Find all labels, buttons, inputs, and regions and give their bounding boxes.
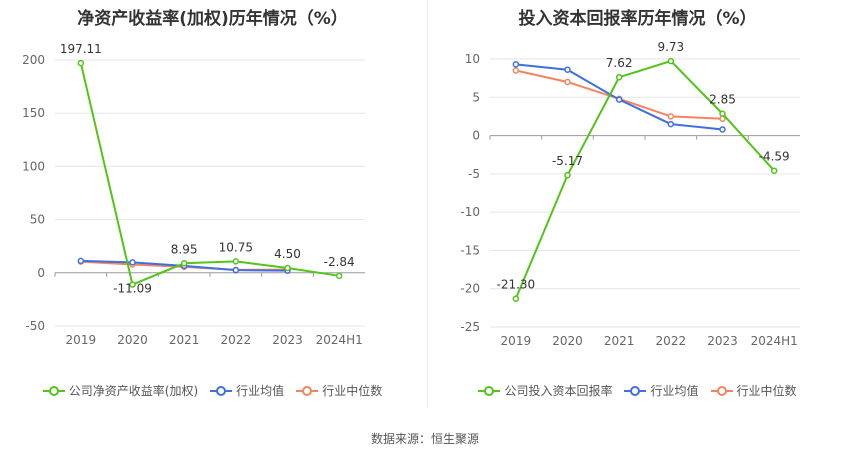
roic-company-point bbox=[512, 295, 520, 302]
legend-swatch-marker bbox=[48, 385, 59, 396]
roe-data-label: 10.75 bbox=[219, 240, 253, 254]
roic-chart-panel: 投入资本回报率历年情况（%） -25 -20 -15 -10 -5 0 5 10 2019 202… bbox=[425, 0, 850, 420]
roe-company-point bbox=[77, 59, 85, 67]
roic-y-tick-label: 5 bbox=[472, 90, 480, 104]
roe-legend-swatch-industry-mean bbox=[210, 385, 233, 396]
roic-chart-legend: 公司投入资本回报率 行业均值 行业中位数 bbox=[425, 382, 850, 399]
roic-y-tick-label: 10 bbox=[465, 52, 480, 66]
roe-x-tick-label: 2022 bbox=[221, 333, 252, 347]
roe-company-point bbox=[335, 272, 343, 280]
roic-x-tick-label: 2020 bbox=[552, 334, 583, 348]
roe-legend-label-industry-median: 行业中位数 bbox=[322, 384, 383, 398]
roic-data-label: 9.73 bbox=[657, 40, 684, 54]
roic-company-line bbox=[514, 59, 775, 300]
roe-industry-mean-point bbox=[77, 257, 85, 265]
roic-legend-item-industry-mean[interactable]: 行业均值 bbox=[624, 382, 699, 399]
data-source-label: 数据来源：恒生聚源 bbox=[370, 432, 479, 446]
roe-y-tick-label: 150 bbox=[22, 106, 45, 120]
roic-y-tick-label: -25 bbox=[460, 320, 480, 334]
roe-company-point bbox=[180, 260, 188, 267]
roe-chart-legend: 公司净资产收益率(加权) 行业均值 行业中位数 bbox=[0, 382, 425, 399]
roe-legend-swatch-industry-median bbox=[296, 385, 319, 396]
roe-data-label: -2.84 bbox=[324, 255, 355, 269]
roic-data-label: 7.62 bbox=[606, 56, 633, 70]
roic-data-label: -21.30 bbox=[496, 278, 535, 292]
roe-company-point bbox=[232, 258, 240, 265]
roic-company-point bbox=[667, 57, 675, 65]
roic-industry-mean-point bbox=[512, 61, 520, 68]
roe-x-tick-label: 2021 bbox=[169, 333, 200, 347]
roe-company-point bbox=[129, 281, 136, 288]
roic-x-tick-label: 2019 bbox=[501, 334, 532, 348]
roe-x-tick-label: 2019 bbox=[66, 333, 97, 347]
roic-y-tick-label: -5 bbox=[468, 167, 480, 181]
roic-company-point bbox=[770, 167, 778, 174]
roe-company-point bbox=[284, 264, 291, 272]
roe-legend-label-industry-mean: 行业均值 bbox=[236, 384, 285, 398]
roic-legend-item-industry-median[interactable]: 行业中位数 bbox=[710, 382, 797, 399]
roic-company-point bbox=[719, 110, 726, 117]
roic-data-label: -4.59 bbox=[759, 150, 790, 164]
legend-swatch-marker bbox=[630, 385, 641, 396]
roic-y-tick-label: -10 bbox=[460, 205, 480, 219]
roe-x-tick-label: 2023 bbox=[272, 333, 303, 347]
roe-legend-item-industry-median[interactable]: 行业中位数 bbox=[296, 382, 382, 399]
roic-y-tick-label: 0 bbox=[472, 129, 480, 143]
roe-company-line bbox=[79, 62, 340, 286]
roic-y-tick-label: -15 bbox=[460, 243, 480, 257]
roic-legend-swatch-industry-mean bbox=[624, 385, 647, 396]
roic-industry-mean-point bbox=[667, 120, 675, 128]
roe-x-tick-label: 2020 bbox=[117, 333, 148, 347]
roic-company-point bbox=[615, 73, 623, 81]
roe-data-label: 4.50 bbox=[274, 247, 301, 261]
roe-data-label: -11.09 bbox=[113, 282, 152, 296]
roic-x-tick-label: 2022 bbox=[656, 334, 687, 348]
roe-chart-title: 净资产收益率(加权)历年情况（%） bbox=[77, 9, 348, 29]
roe-legend-item-company[interactable]: 公司净资产收益率(加权) bbox=[42, 382, 199, 399]
roe-y-tick-label: 100 bbox=[22, 159, 45, 173]
roic-chart-svg: -25 -20 -15 -10 -5 0 5 10 2019 2020 2021 2022 2023 20… bbox=[460, 40, 800, 348]
roic-data-label: -5.17 bbox=[552, 154, 583, 168]
roic-industry-mean-point bbox=[719, 126, 726, 133]
roic-legend-label-industry-median: 行业中位数 bbox=[736, 384, 797, 398]
roic-legend-item-company[interactable]: 公司投入资本回报率 bbox=[478, 382, 612, 399]
roic-legend-swatch-company bbox=[478, 385, 501, 396]
roic-industry-mean-point bbox=[564, 66, 571, 73]
roic-company-point bbox=[564, 171, 571, 179]
roe-y-tick-label: 200 bbox=[22, 53, 45, 67]
roe-chart-panel: 净资产收益率(加权)历年情况（%） -50 0 50 100 150 200 2019 202… bbox=[0, 0, 425, 420]
roic-x-tick-label: 2023 bbox=[707, 334, 738, 348]
roic-y-tick-label: -20 bbox=[460, 282, 480, 296]
roic-x-tick-label: 2021 bbox=[604, 334, 635, 348]
roe-industry-mean-point bbox=[232, 266, 240, 274]
roic-legend-label-company: 公司投入资本回报率 bbox=[504, 384, 613, 398]
roe-x-tick-label: 2024H1 bbox=[316, 333, 363, 347]
roe-industry-mean-point bbox=[129, 259, 136, 266]
roe-chart-svg: -50 0 50 100 150 200 2019 2020 2021 2022 2023 2024H… bbox=[22, 42, 365, 347]
roe-legend-item-industry-mean[interactable]: 行业均值 bbox=[210, 382, 284, 399]
roe-y-tick-label: 0 bbox=[37, 266, 45, 280]
roe-data-label: 8.95 bbox=[171, 242, 198, 256]
roic-legend-swatch-industry-median bbox=[710, 385, 733, 396]
roic-data-label: 2.85 bbox=[709, 93, 736, 107]
roe-legend-swatch-company bbox=[42, 385, 65, 396]
roic-chart-title: 投入资本回报率历年情况（%） bbox=[518, 9, 757, 29]
roic-industry-median-point bbox=[564, 78, 571, 86]
roic-legend-label-industry-mean: 行业均值 bbox=[650, 384, 699, 398]
roe-y-tick-label: 50 bbox=[30, 213, 45, 227]
roe-data-label: 197.11 bbox=[60, 42, 102, 56]
legend-swatch-marker bbox=[216, 385, 227, 396]
roic-industry-mean-point bbox=[615, 96, 623, 103]
roe-legend-label-company: 公司净资产收益率(加权) bbox=[68, 384, 199, 398]
legend-swatch-marker bbox=[484, 385, 495, 396]
roic-industry-median-point bbox=[512, 67, 520, 74]
legend-swatch-marker bbox=[716, 385, 727, 396]
roe-y-tick-label: -50 bbox=[25, 319, 45, 333]
roic-x-tick-label: 2024H1 bbox=[751, 334, 798, 348]
legend-swatch-marker bbox=[302, 385, 313, 396]
roic-industry-median-point bbox=[667, 113, 675, 120]
panel-divider bbox=[427, 0, 428, 408]
